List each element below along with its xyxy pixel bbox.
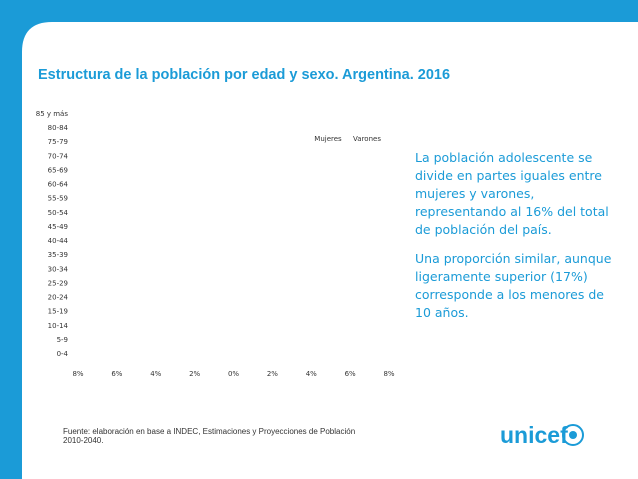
- y-tick-label: 10-14: [48, 322, 69, 330]
- y-tick-label: 80-84: [48, 124, 69, 132]
- panel: [22, 22, 638, 479]
- logo-emblem-core: [569, 431, 577, 439]
- y-tick-label: 25-29: [48, 279, 68, 287]
- y-tick-label: 70-74: [48, 152, 69, 160]
- x-tick-label: 0%: [228, 370, 239, 378]
- y-tick-label: 35-39: [48, 251, 68, 259]
- logo: unicef: [500, 422, 568, 448]
- x-tick-label: 4%: [306, 370, 317, 378]
- y-tick-label: 75-79: [48, 138, 68, 146]
- x-tick-label: 6%: [111, 370, 122, 378]
- x-tick-label: 2%: [189, 370, 200, 378]
- y-tick-label: 85 y más: [36, 110, 69, 118]
- legend-entry: Mujeres: [314, 135, 342, 143]
- y-tick-label: 0-4: [57, 350, 69, 358]
- y-tick-label: 45-49: [48, 223, 68, 231]
- x-tick-label: 6%: [345, 370, 356, 378]
- x-tick-label: 8%: [72, 370, 83, 378]
- y-tick-label: 50-54: [48, 209, 69, 217]
- x-tick-label: 8%: [383, 370, 394, 378]
- x-tick-label: 2%: [267, 370, 278, 378]
- y-tick-label: 30-34: [48, 265, 69, 273]
- y-tick-label: 15-19: [48, 308, 68, 316]
- legend-entry: Varones: [353, 135, 381, 143]
- note: La población adolescente se divide en pa…: [415, 150, 609, 237]
- logo-emblem: [562, 424, 584, 446]
- chart-title: Estructura de la población por edad y se…: [38, 67, 450, 83]
- y-tick-label: 65-69: [48, 166, 68, 174]
- x-tick-label: 4%: [150, 370, 161, 378]
- y-tick-label: 5-9: [57, 336, 68, 344]
- note: Una proporción similar, aunque ligeramen…: [415, 251, 612, 320]
- y-tick-label: 60-64: [48, 181, 69, 189]
- y-tick-label: 40-44: [48, 237, 69, 245]
- source: Fuente: elaboración en base a INDEC, Est…: [63, 427, 356, 445]
- y-tick-label: 55-59: [48, 195, 68, 203]
- y-tick-label: 20-24: [48, 294, 69, 302]
